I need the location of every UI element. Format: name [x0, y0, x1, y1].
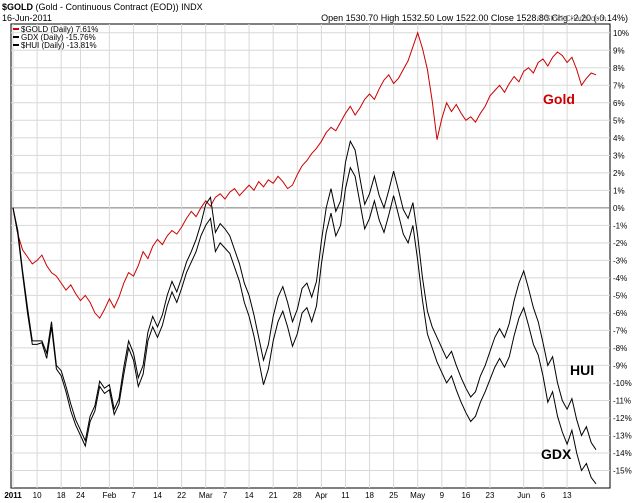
x-tick-label: 9 — [440, 491, 445, 500]
x-tick-label: 11 — [341, 491, 350, 500]
y-tick-label: -1% — [613, 221, 627, 230]
x-tick-label: 7 — [223, 491, 228, 500]
y-tick-label: -8% — [613, 344, 627, 353]
x-tick-label: 22 — [177, 491, 186, 500]
x-tick-label: 28 — [293, 491, 302, 500]
legend-entry: GDX (Daily) -15.76% — [21, 33, 96, 42]
y-tick-label: -15% — [613, 466, 632, 475]
series-line-2 — [12, 139, 597, 450]
x-tick-label: 16 — [461, 491, 470, 500]
y-tick-label: -12% — [613, 414, 632, 423]
x-tick-label: May — [410, 491, 425, 500]
y-tick-label: 2% — [613, 169, 625, 178]
y-tick-label: -10% — [613, 379, 632, 388]
ohlc-value-low: 1522.00 — [455, 13, 489, 23]
y-tick-label: -7% — [613, 326, 627, 335]
y-tick-label: 7% — [613, 81, 625, 90]
y-tick-label: 1% — [613, 186, 625, 195]
ohlc-label-close: Close — [490, 13, 517, 23]
y-tick-label: 8% — [613, 64, 625, 73]
symbol-description: (Gold - Continuous Contract (EOD)) INDX — [35, 2, 203, 12]
watermark: © StockCharts.com — [537, 14, 606, 23]
y-tick-label: -14% — [613, 449, 632, 458]
series-line-0 — [12, 31, 597, 320]
ohlc-value-close: 1528.80 — [516, 13, 549, 23]
y-tick-label: 0% — [613, 204, 625, 213]
y-tick-label: 6% — [613, 99, 625, 108]
x-tick-label: 2011 — [4, 491, 22, 500]
x-tick-label: 6 — [541, 491, 546, 500]
y-tick-label: 4% — [613, 134, 625, 143]
y-tick-label: 5% — [613, 116, 625, 125]
y-tick-label: -6% — [613, 309, 627, 318]
y-axis: -15% -14% -13% -12% -11% -10% -9% -8% -7% -6% -5% -… — [613, 29, 632, 476]
ohlc-label-high: High — [380, 13, 402, 23]
x-tick-label: 18 — [365, 491, 374, 500]
legend-entry: $HUI (Daily) -13.81% — [21, 41, 97, 50]
x-tick-label: Feb — [102, 491, 116, 500]
legend-entry: $GOLD (Daily) 7.61% — [21, 25, 98, 34]
x-tick-label: 25 — [389, 491, 398, 500]
y-tick-label: -11% — [613, 396, 631, 405]
ohlc-readout: Open 1530.70 High 1532.50 Low 1522.00 Cl… — [321, 13, 628, 23]
y-tick-label: -4% — [613, 274, 627, 283]
series-group — [12, 31, 597, 485]
plot-area — [10, 23, 611, 489]
ohlc-value-open: 1530.70 — [345, 13, 379, 23]
x-tick-label: 18 — [57, 491, 66, 500]
annotation-hui: HUI — [570, 362, 594, 378]
legend: $GOLD (Daily) 7.61%GDX (Daily) -15.76%$H… — [13, 25, 98, 50]
x-tick-label: 21 — [269, 491, 278, 500]
ohlc-label-chg: Chg — [551, 13, 571, 23]
x-tick-label: Jun — [517, 491, 530, 500]
grid — [11, 24, 610, 488]
ohlc-value-chg: -2.20 (-0.14%) — [570, 13, 628, 23]
y-tick-label: -2% — [613, 239, 627, 248]
symbol: $GOLD — [2, 2, 34, 12]
y-tick-label: -13% — [613, 431, 632, 440]
chart-date: 16-Jun-2011 — [2, 13, 52, 23]
ohlc-label-low: Low — [436, 13, 456, 23]
y-tick-label: 3% — [613, 151, 625, 160]
x-axis: 2011 10 18 24 Feb 7 14 22 Mar 7 14 21 28 Apr 11 18 25 May… — [4, 491, 572, 500]
x-tick-label: 14 — [245, 491, 254, 500]
y-tick-label: -5% — [613, 291, 627, 300]
x-tick-label: 13 — [563, 491, 572, 500]
ohlc-value-high: 1532.50 — [401, 13, 435, 23]
x-tick-label: 14 — [153, 491, 162, 500]
x-tick-label: Mar — [199, 491, 213, 500]
ohlc-label-open: Open — [321, 13, 346, 23]
x-tick-label: 24 — [76, 491, 85, 500]
chart-header-title: $GOLD (Gold - Continuous Contract (EOD))… — [2, 2, 203, 12]
x-tick-label: 10 — [33, 491, 42, 500]
series-line-1 — [12, 166, 597, 485]
x-tick-label: 23 — [486, 491, 495, 500]
y-tick-label: 10% — [613, 29, 629, 38]
y-tick-label: -3% — [613, 256, 627, 265]
y-tick-label: 9% — [613, 46, 625, 55]
annotation-gdx: GDX — [541, 446, 572, 462]
x-tick-label: 7 — [131, 491, 136, 500]
y-tick-label: -9% — [613, 361, 627, 370]
x-tick-label: Apr — [315, 491, 328, 500]
annotation-gold: Gold — [543, 91, 575, 107]
